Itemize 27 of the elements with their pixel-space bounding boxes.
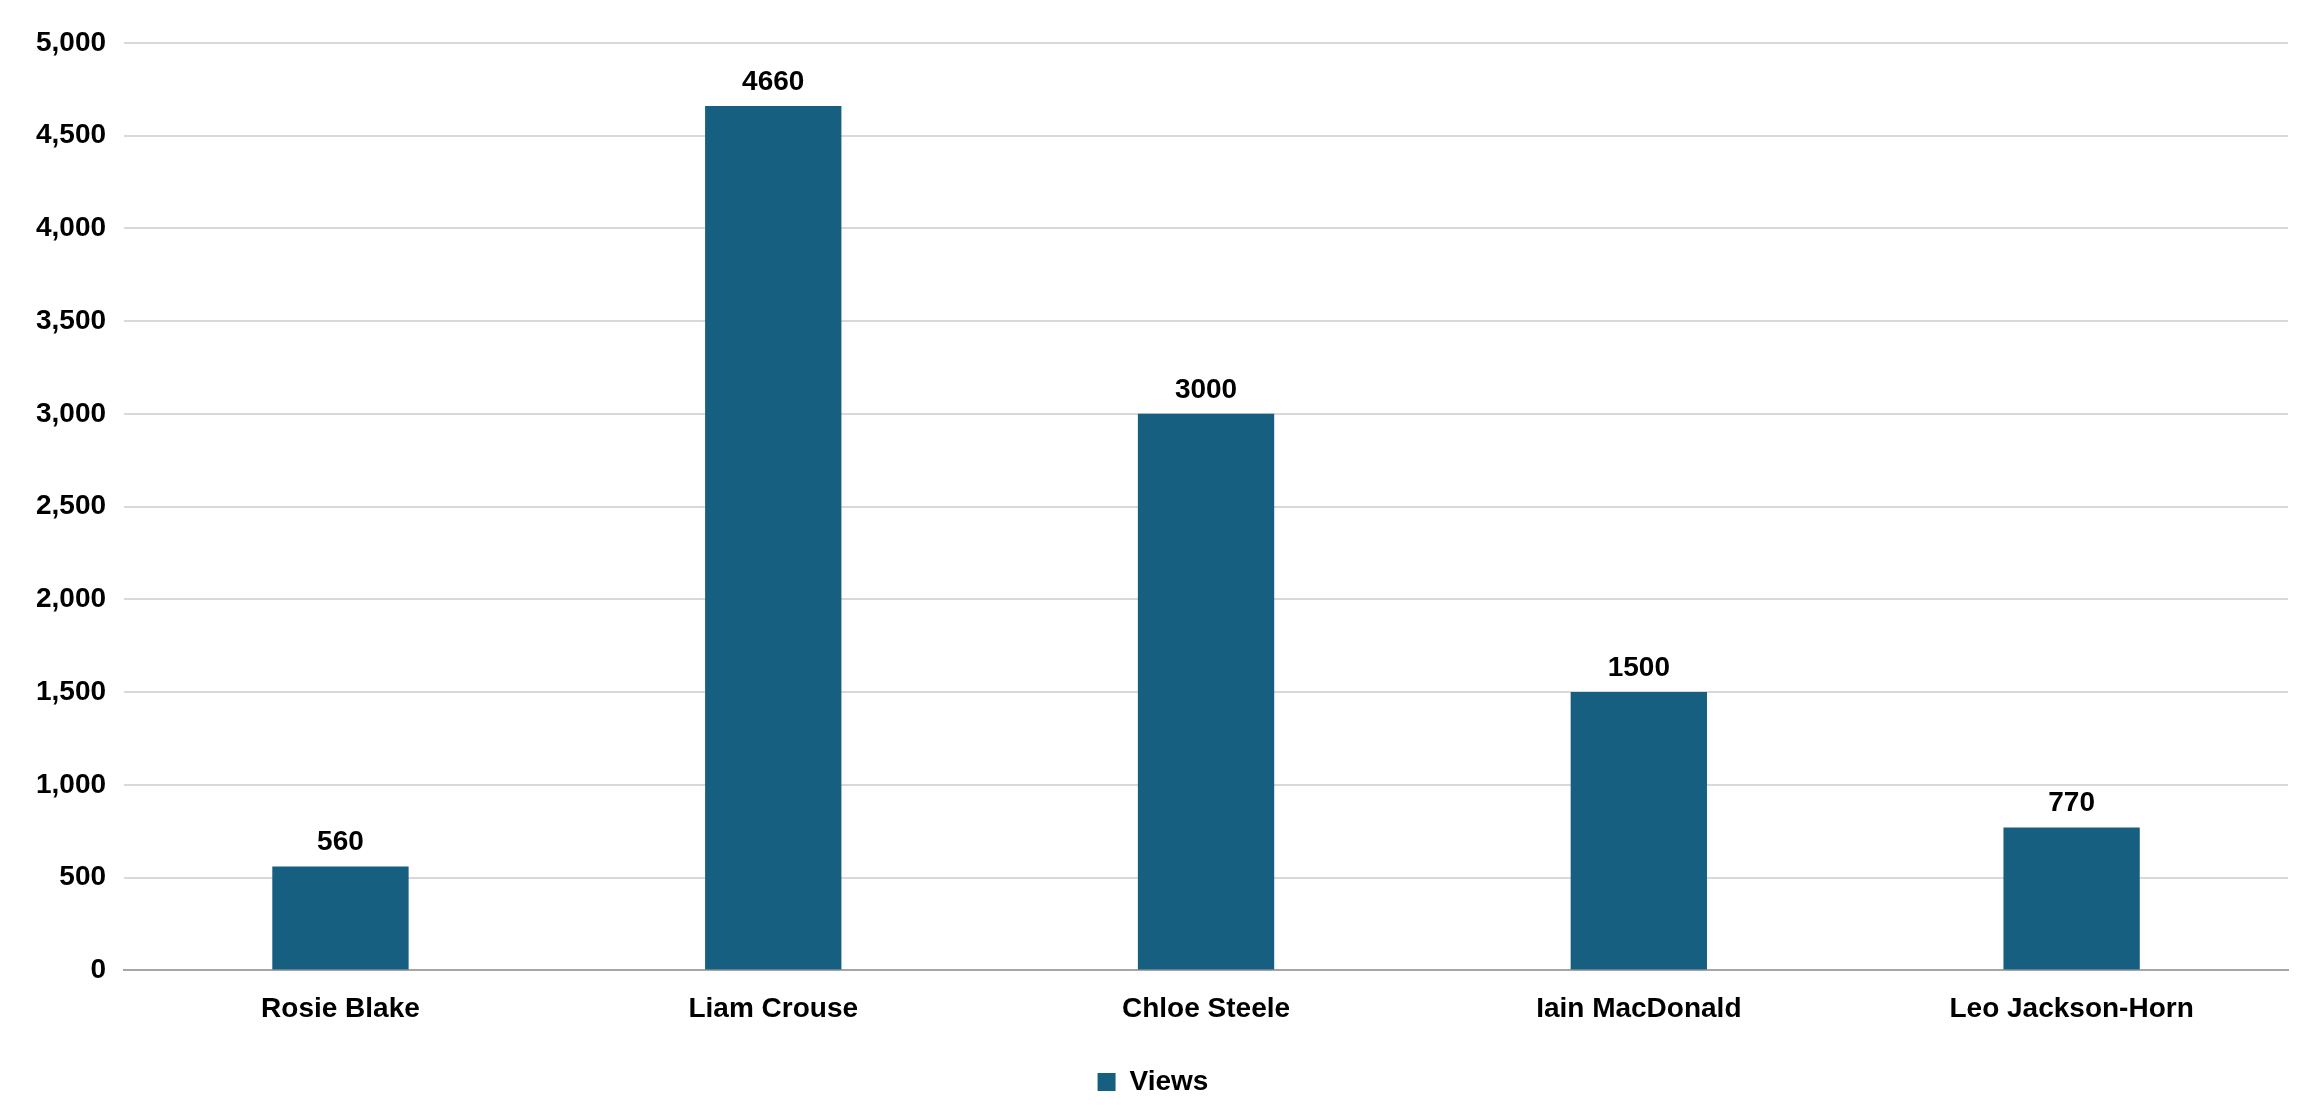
- x-tick-label: Leo Jackson-Horn: [1949, 991, 2194, 1023]
- y-tick-label: 1,000: [35, 767, 107, 799]
- data-label: 770: [2048, 786, 2095, 818]
- x-tick-label: Rosie Blake: [261, 991, 420, 1023]
- bar: [2003, 827, 2140, 970]
- data-label: 4660: [742, 64, 805, 96]
- y-tick-label: 2,000: [35, 582, 107, 614]
- y-tick-label: 500: [59, 860, 107, 892]
- bar: [272, 866, 409, 970]
- data-label: 560: [317, 825, 364, 857]
- y-tick-label: 5,000: [35, 25, 107, 57]
- data-label: 3000: [1174, 372, 1238, 404]
- y-tick-label: 3,000: [35, 396, 107, 428]
- legend-label: Views: [1129, 1064, 1209, 1096]
- bar: [1570, 692, 1707, 970]
- bar: [705, 105, 842, 970]
- x-tick-label: Iain MacDonald: [1536, 991, 1742, 1023]
- y-tick-label: 1,500: [35, 674, 107, 706]
- data-label: 1500: [1607, 650, 1670, 682]
- y-tick-label: 4,500: [35, 118, 107, 150]
- y-tick-label: 2,500: [35, 489, 107, 521]
- y-tick-label: 4,000: [35, 211, 107, 243]
- bar: [1137, 413, 1275, 970]
- x-tick-label: Liam Crouse: [688, 991, 859, 1023]
- y-tick-label: 0: [90, 953, 107, 985]
- x-tick-label: Chloe Steele: [1122, 991, 1291, 1023]
- y-tick-label: 3,500: [35, 303, 107, 335]
